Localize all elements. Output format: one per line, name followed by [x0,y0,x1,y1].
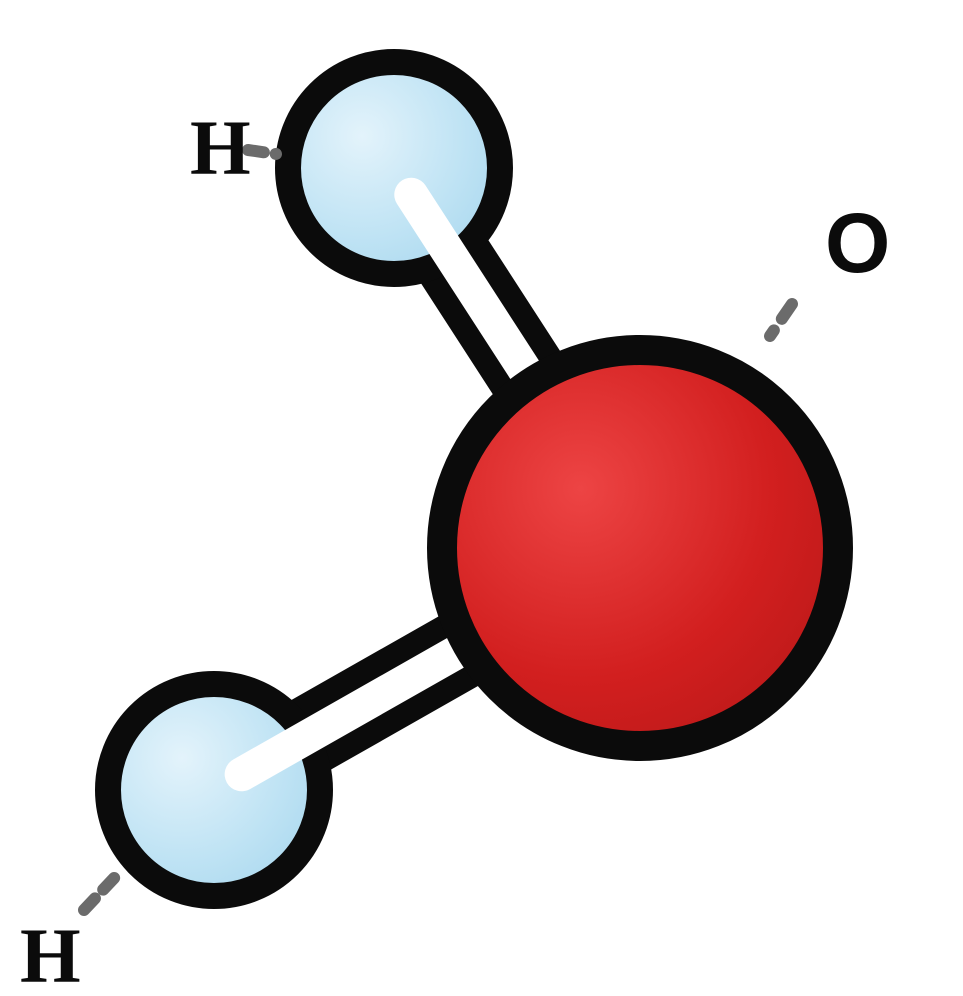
hydrogen-2-label-connector [84,876,116,910]
oxygen-label: O [825,196,890,290]
hydrogen-1-label-connector [248,150,276,154]
molecule-diagram: O H H [0,0,963,996]
hydrogen-1-atom [288,62,500,274]
oxygen-label-connector [770,304,792,336]
hydrogen-2-atom [108,684,320,896]
oxygen-atom [442,350,838,746]
hydrogen-1-label: H [190,104,251,191]
water-molecule-svg: O H H [0,0,963,996]
hydrogen-2-label: H [20,912,81,996]
